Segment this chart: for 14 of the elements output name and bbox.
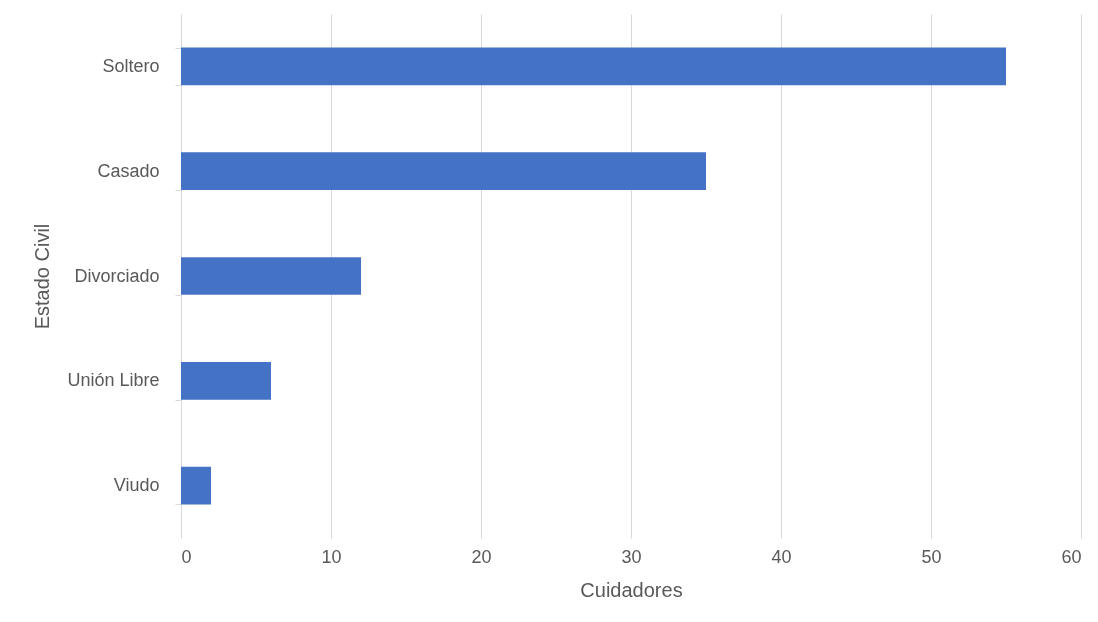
y-tick-label: Soltero	[102, 55, 160, 76]
x-tick-label: 0	[181, 546, 192, 567]
x-tick-label: 20	[471, 546, 492, 567]
y-tick-label: Divorciado	[74, 265, 160, 286]
x-tick-label: 40	[771, 546, 792, 567]
y-tick-label: Unión Libre	[67, 370, 160, 391]
x-tick-label: 30	[621, 546, 642, 567]
y-tick-label: Casado	[97, 160, 160, 181]
x-tick-label: 50	[921, 546, 942, 567]
y-axis-title: Estado Civil	[31, 223, 54, 330]
x-tick-label: 10	[321, 546, 342, 567]
x-tick-label: 60	[1061, 546, 1082, 567]
y-tick-label: Viudo	[113, 475, 160, 496]
x-axis-title: Cuidadores	[580, 578, 683, 601]
